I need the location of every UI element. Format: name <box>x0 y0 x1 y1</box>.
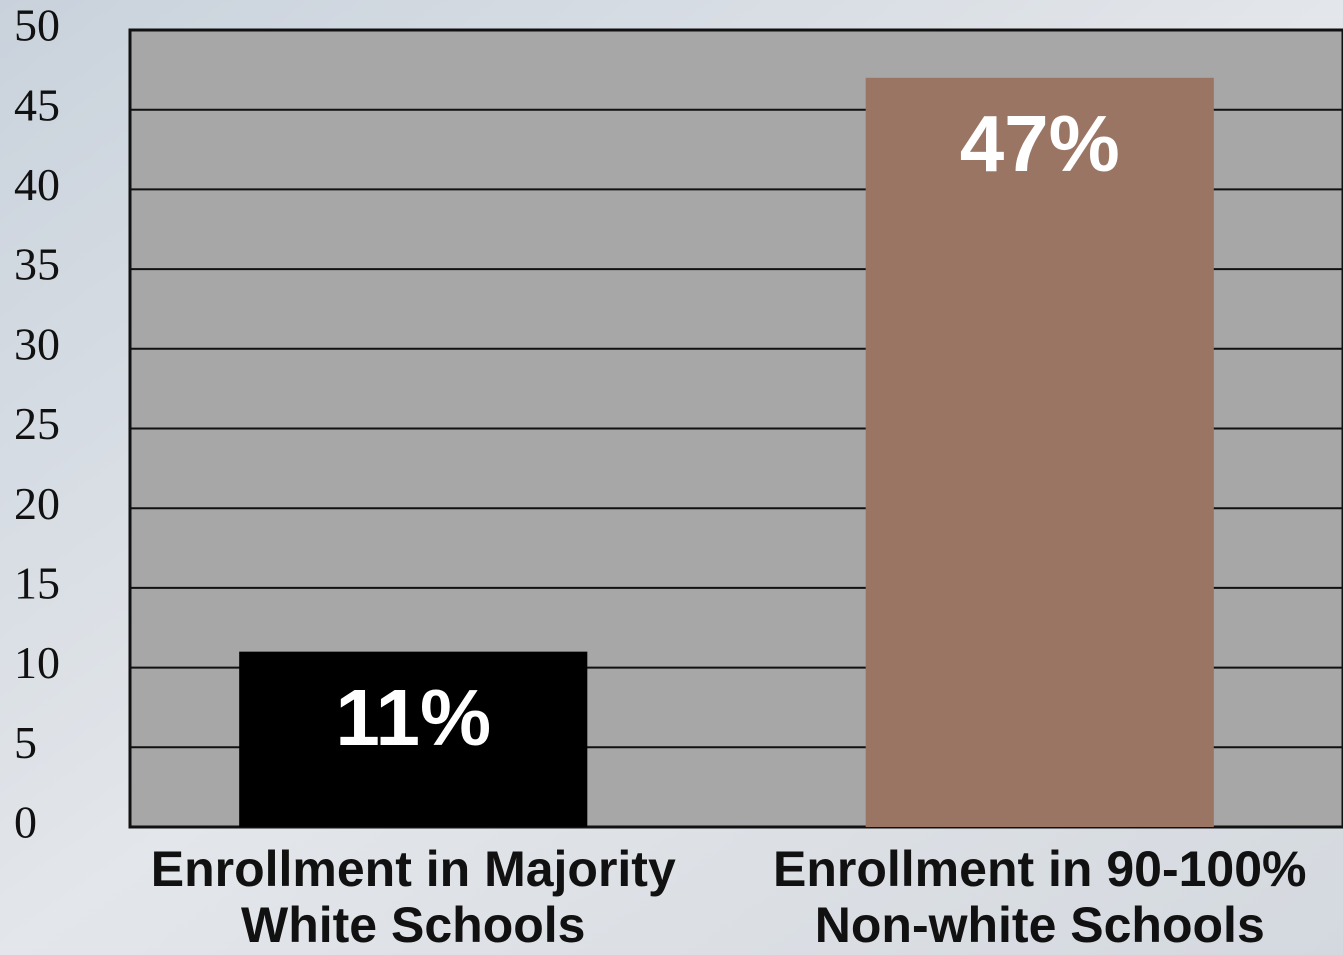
y-tick-label: 0 <box>14 797 37 848</box>
y-tick-label: 15 <box>14 557 60 608</box>
y-tick-label: 35 <box>14 239 60 290</box>
value-label: 11% <box>335 673 491 762</box>
y-tick-label: 10 <box>14 637 60 688</box>
y-tick-label: 40 <box>14 159 60 210</box>
value-label: 47% <box>960 99 1120 188</box>
x-tick-label: Enrollment in Majority <box>151 841 676 897</box>
y-tick-label: 50 <box>14 0 60 51</box>
y-tick-label: 20 <box>14 478 60 529</box>
bar <box>865 77 1214 827</box>
x-tick-label: White Schools <box>241 897 585 953</box>
bar <box>239 651 588 827</box>
y-tick-label: 30 <box>14 318 60 369</box>
y-tick-label: 5 <box>14 717 37 768</box>
y-tick-label: 25 <box>14 398 60 449</box>
x-tick-label: Enrollment in 90-100% <box>773 841 1307 897</box>
y-tick-label: 45 <box>14 79 60 130</box>
x-tick-label: Non-white Schools <box>815 897 1265 953</box>
